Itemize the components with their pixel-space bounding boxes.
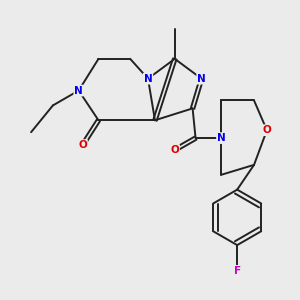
Text: O: O [78, 140, 87, 150]
Text: N: N [144, 74, 152, 84]
Text: F: F [234, 266, 241, 276]
Text: O: O [170, 145, 179, 155]
Text: N: N [74, 85, 83, 96]
Text: O: O [262, 125, 271, 135]
Text: N: N [217, 133, 226, 143]
Text: N: N [197, 74, 206, 84]
